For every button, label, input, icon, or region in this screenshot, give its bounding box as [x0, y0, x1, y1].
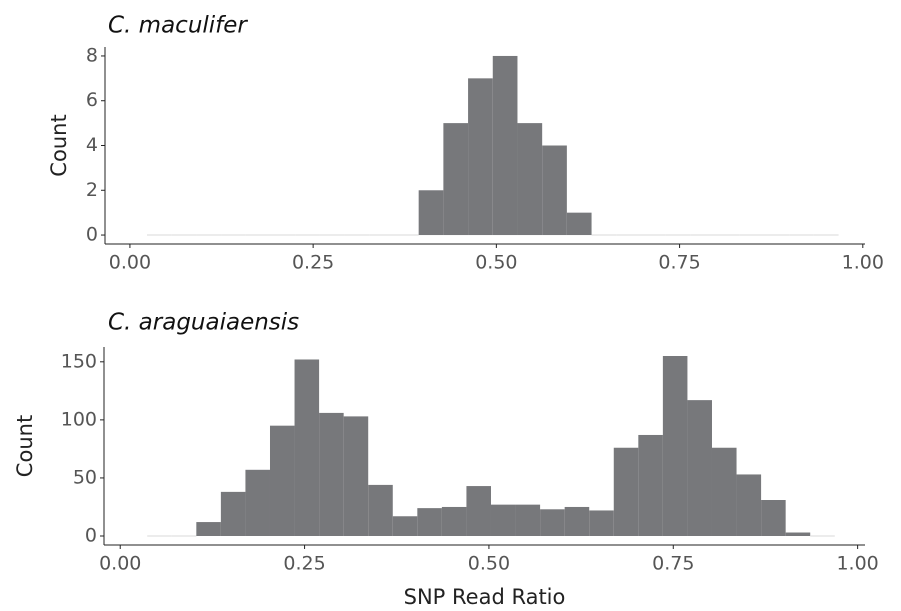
y-tick-label: 150 — [61, 350, 97, 372]
panel-title: C. araguaiaensis — [108, 310, 299, 336]
bar — [220, 491, 246, 536]
bar — [542, 145, 567, 236]
y-tick-label: 6 — [86, 89, 98, 111]
x-tick-label: 0.00 — [99, 553, 141, 575]
bar — [564, 506, 590, 536]
bar — [417, 508, 442, 536]
bar — [466, 486, 491, 536]
x-axis-label: SNP Read Ratio — [404, 585, 566, 609]
y-tick-label: 0 — [85, 525, 97, 547]
x-tick-label: 0.00 — [109, 252, 151, 274]
bar — [490, 504, 516, 536]
panel-title: C. maculifer — [108, 13, 248, 39]
y-tick-label: 2 — [86, 179, 98, 201]
bar — [736, 474, 762, 536]
y-tick-label: 8 — [86, 44, 98, 66]
y-axis-label: Count — [13, 415, 37, 477]
y-tick-label: 50 — [73, 466, 97, 488]
bar — [245, 469, 270, 536]
bar — [343, 416, 369, 536]
bar — [515, 504, 541, 536]
bar — [269, 425, 295, 536]
x-tick-label: 0.25 — [283, 553, 325, 575]
y-axis-label: Count — [47, 114, 71, 176]
x-tick-label: 0.50 — [468, 553, 510, 575]
bar — [294, 359, 320, 536]
bar — [418, 190, 444, 236]
y-tick-label: 100 — [61, 408, 97, 430]
x-tick-label: 1.00 — [836, 553, 878, 575]
y-tick-label: 4 — [86, 134, 98, 156]
bar — [441, 506, 467, 536]
bar — [468, 78, 493, 236]
bar — [319, 412, 344, 536]
bar — [566, 212, 592, 236]
x-tick-label: 0.50 — [475, 252, 517, 274]
bar — [443, 123, 469, 236]
y-tick-label: 0 — [86, 224, 98, 246]
x-tick-label: 0.75 — [658, 252, 700, 274]
x-tick-label: 0.75 — [652, 553, 694, 575]
bar — [517, 123, 543, 236]
bar — [638, 434, 663, 536]
x-tick-label: 0.25 — [292, 252, 334, 274]
bar — [687, 400, 712, 536]
bar — [492, 55, 518, 236]
bar — [196, 522, 221, 536]
bar — [613, 447, 639, 536]
bar — [368, 484, 393, 536]
bar — [711, 447, 737, 536]
x-tick-label: 1.00 — [842, 252, 884, 274]
bar — [540, 509, 565, 536]
bar — [392, 516, 418, 536]
bar — [589, 510, 614, 536]
bar — [785, 532, 811, 536]
bar — [662, 356, 688, 536]
bar — [761, 500, 786, 536]
